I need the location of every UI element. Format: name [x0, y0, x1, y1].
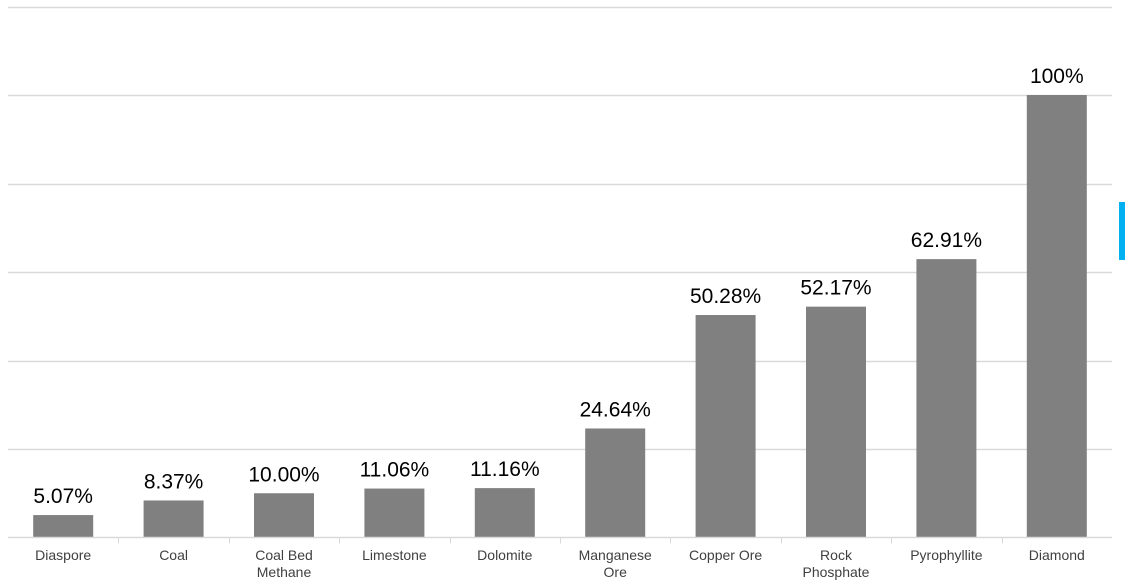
data-labels: 5.07% 8.37% 10.00% 11.06% 11.16% 24.64% 50.28%…	[33, 65, 1083, 508]
data-label: 11.06%	[360, 459, 430, 482]
data-label: 5.07%	[33, 485, 93, 508]
accent-marker	[1119, 202, 1125, 260]
bar	[474, 488, 535, 538]
data-label: 24.64%	[580, 398, 651, 421]
category-label: Limestone	[362, 547, 427, 563]
data-label: 62.91%	[911, 229, 982, 252]
data-label: 52.17%	[800, 277, 871, 300]
bar	[916, 259, 977, 538]
data-label: 11.16%	[470, 458, 540, 481]
category-label: Coal	[159, 547, 188, 563]
data-label: 100%	[1030, 65, 1084, 88]
bar	[695, 315, 756, 538]
category-label: Diamond	[1029, 547, 1085, 563]
category-label: Copper Ore	[689, 547, 762, 563]
category-label: Rock Phosphate	[803, 547, 870, 580]
bar	[364, 488, 425, 538]
bar	[33, 515, 94, 538]
bar	[585, 428, 646, 538]
x-axis: Diaspore Coal Coal Bed Methane Limestone Dolo…	[8, 536, 1112, 580]
data-label: 10.00%	[248, 463, 319, 486]
data-label: 50.28%	[690, 285, 761, 308]
data-label: 8.37%	[144, 470, 204, 493]
bars	[33, 95, 1087, 538]
category-label: Coal Bed Methane	[255, 547, 313, 580]
category-label: Dolomite	[477, 547, 532, 563]
bar	[806, 306, 866, 538]
bar	[254, 493, 314, 538]
category-label: Diaspore	[35, 547, 91, 563]
category-label: Manganese Ore	[579, 547, 652, 580]
category-label: Pyrophyllite	[910, 547, 983, 563]
bar	[1026, 95, 1087, 538]
bar	[143, 500, 204, 538]
